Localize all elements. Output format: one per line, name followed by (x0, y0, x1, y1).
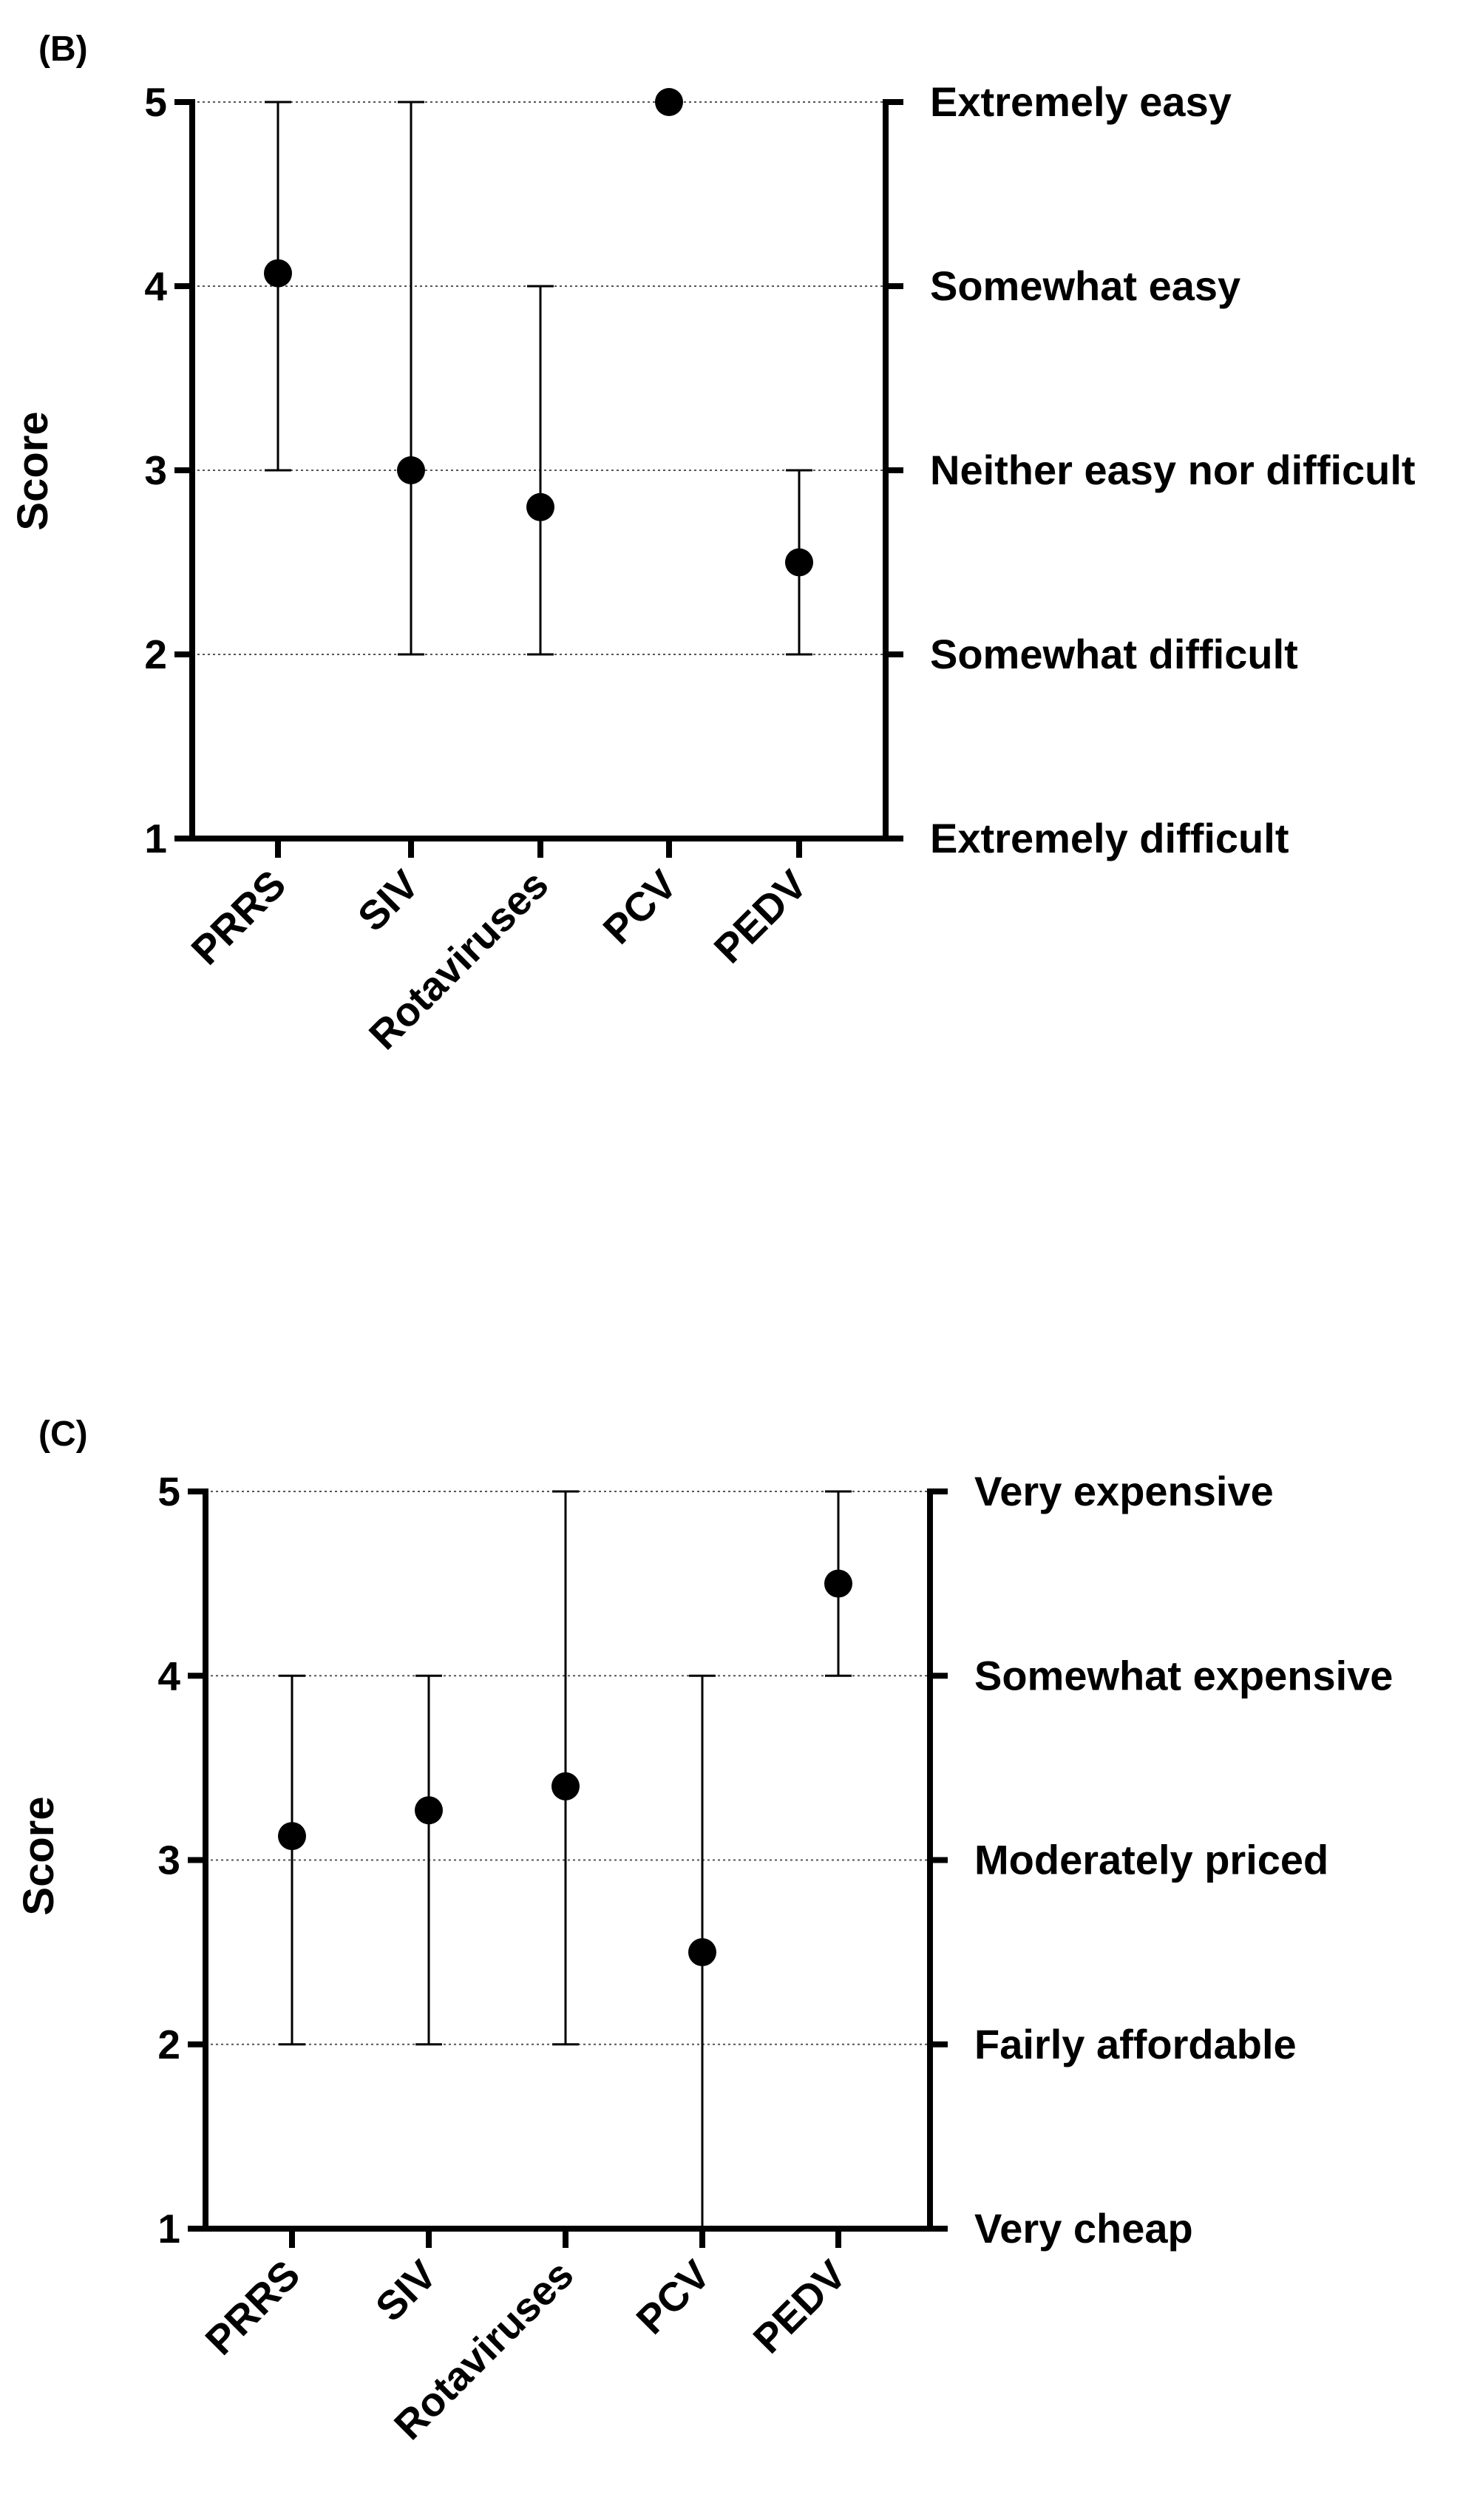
panel-b-right-scale-label: Somewhat difficult (930, 631, 1298, 677)
panel-b-x-tick-label: PCV (594, 861, 686, 952)
panel-c-y-ticks: 1 2 3 4 5 (157, 1469, 206, 2252)
panel-c-point (551, 1772, 580, 1801)
panel-c-point (278, 1822, 306, 1851)
panel-b-right-scale: Extremely difficult Somewhat difficult Nei… (886, 78, 1416, 861)
panel-c-right-scale-label: Fairly affordable (974, 2021, 1297, 2067)
panel-b-y-tick-label: 2 (144, 631, 167, 677)
panel-b-error-bars (265, 101, 812, 656)
panel-c-y-tick-label: 5 (157, 1469, 180, 1514)
panel-c-y-tick-label: 1 (157, 2206, 180, 2252)
panel-b-points (264, 88, 813, 577)
panel-c-point (824, 1569, 852, 1598)
panel-b-y-tick-label: 1 (144, 816, 167, 861)
panel-b-point (397, 456, 425, 484)
panel-c: (C) Score 1 2 3 4 5 Very cheap Fairly afforda… (15, 1415, 1393, 2448)
panel-b: (B) Score 1 2 3 4 5 Extremely difficult Somew… (9, 30, 1416, 1058)
panel-c-right-scale-label: Somewhat expensive (974, 1652, 1393, 1698)
panel-b-y-tick-label: 5 (144, 79, 167, 125)
panel-c-right-scale-label: Moderately priced (974, 1837, 1328, 1883)
panel-c-letter: (C) (38, 1415, 88, 1454)
panel-b-y-axis-label: Score (9, 411, 57, 530)
panel-b-right-scale-label: Extremely difficult (930, 815, 1289, 861)
panel-b-right-scale-label: Extremely easy (930, 78, 1232, 125)
panel-b-y-tick-label: 4 (144, 263, 167, 309)
panel-b-y-ticks: 1 2 3 4 5 (144, 79, 192, 861)
panel-b-point (655, 88, 683, 116)
panel-b-point (264, 259, 292, 288)
panel-c-points (278, 1569, 852, 1967)
panel-c-x-tick-label: SIV (367, 2251, 446, 2330)
panel-b-letter: (B) (38, 30, 88, 69)
panel-b-x-tick-label: PEDV (705, 861, 816, 972)
panel-c-x-tick-label: PCV (628, 2251, 719, 2343)
panel-c-y-tick-label: 2 (157, 2022, 180, 2067)
panel-c-point (688, 1938, 716, 1967)
panel-b-y-tick-label: 3 (144, 447, 167, 493)
panel-c-y-tick-label: 4 (157, 1653, 180, 1698)
panel-c-y-axis-label: Score (15, 1796, 63, 1915)
panel-b-point (526, 492, 554, 521)
panel-c-y-tick-label: 3 (157, 1838, 180, 1883)
panel-b-gridlines (192, 101, 886, 655)
panel-b-right-scale-label: Somewhat easy (930, 262, 1240, 309)
panel-c-x-tick-label: PRRS (197, 2252, 309, 2364)
panel-c-x-tick-label: PEDV (744, 2251, 855, 2362)
panel-c-right-scale-label: Very expensive (974, 1468, 1274, 1514)
panel-b-right-scale-label: Neither easy nor difficult (930, 447, 1416, 493)
panel-c-gridlines (206, 1491, 930, 2045)
panel-c-right-scale: Very cheap Fairly affordable Moderately pr… (930, 1468, 1393, 2252)
panel-b-x-tick-label: SIV (349, 861, 428, 940)
panel-c-point (415, 1796, 443, 1825)
panel-b-point (785, 548, 813, 577)
panel-c-right-scale-label: Very cheap (974, 2205, 1193, 2252)
panel-b-x-tick-label: PRRS (183, 861, 295, 974)
